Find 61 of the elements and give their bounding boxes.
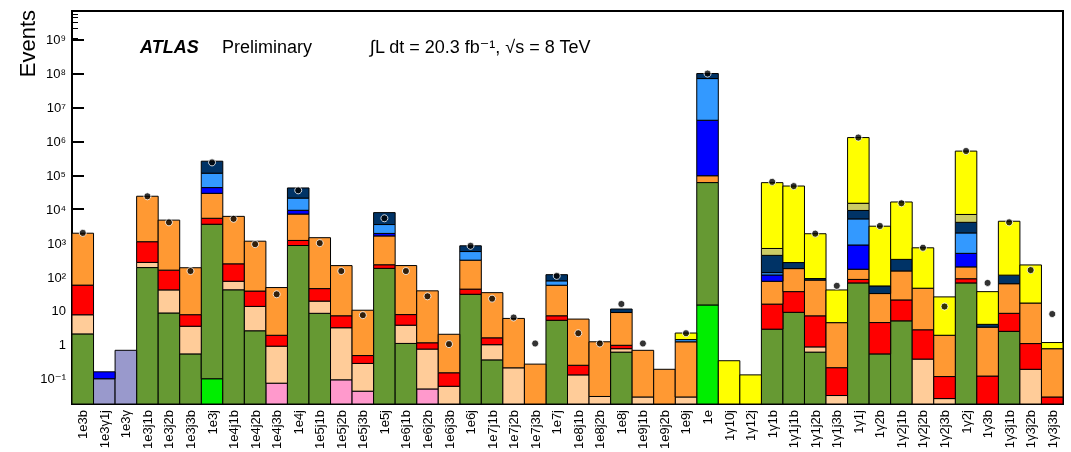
x-tick-label: 1e9j [678,409,694,435]
x-tick-label: 1γ1j3b [829,410,845,449]
x-tick-label: 1e6j1b [398,410,414,450]
x-tick-label: 1γ1j1b [786,410,802,449]
x-tick-label: 1γ3b [980,410,996,439]
x-tick-label: 1e4j2b [247,410,263,450]
annotation: ATLAS [139,37,199,57]
x-tick-label: 1e5j [376,409,392,435]
y-tick-label: 10⁷ [46,99,67,115]
y-tick-label: 10⁹ [45,32,66,48]
x-tick-label: 1e8j1b [570,410,586,450]
y-tick-label: 10² [47,269,67,285]
x-tick-label: 1γ2b [872,410,888,439]
x-tick-label: 1e7j3b [527,410,543,450]
x-tick-label: 1e3j2b [161,410,177,450]
x-tick-label: 1e5j1b [312,410,328,450]
x-tick-label: 1e6j3b [441,410,457,450]
y-tick-label: 1 [58,337,66,353]
y-tick-label: 10⁸ [46,66,66,82]
x-tick-label: 1e4j [290,409,306,435]
x-tick-label: 1γ3j2b [1023,410,1039,449]
x-tick-label: 1γ2j1b [893,410,909,449]
x-tick-label: 1e8j2b [592,410,608,450]
x-tick-label: 1e8j [613,409,629,435]
x-tick-label: 1γ2j3b [937,410,953,449]
x-tick-label: 1γ1j2b [807,410,823,449]
x-tick-label: 1γ12j [743,409,759,442]
x-tick-label: 1e6j2b [419,410,435,450]
y-tick-label: 10⁻¹ [40,371,67,387]
x-tick-label: 1e3j3b [182,410,198,450]
x-tick-label: 1γ2j [958,409,974,434]
annotation: ∫L dt = 20.3 fb⁻¹, √s = 8 TeV [368,37,591,57]
x-tick-label: 1γ1j [850,409,866,434]
x-tick-label: 1e7j1b [484,410,500,450]
x-tick-label: 1γ2j2b [915,410,931,449]
y-tick-label: 10 [51,303,66,319]
x-tick-label: 1e6j [463,409,479,435]
x-tick-label: 1e5j2b [333,410,349,450]
x-tick-label: 1e3γ [118,409,134,439]
x-tick-label: 1e3j [204,409,220,435]
x-tick-label: 1e3b [75,410,91,439]
x-tick-label: 1e3γ1j [96,409,112,449]
y-tick-label: 10⁵ [46,167,66,183]
x-tick-label: 1γ1b [764,410,780,439]
y-axis-title: Events [14,10,40,78]
x-tick-label: 1e9j2b [656,410,672,450]
x-tick-label: 1γ10j [721,409,737,442]
annotation: Preliminary [222,37,313,57]
x-tick-label: 1e [700,410,716,425]
x-tick-label: 1e3j1b [139,410,155,450]
x-tick-label: 1e7j2b [506,410,522,450]
x-tick-label: 1e4j3b [269,410,285,450]
y-tick-label: 10⁴ [45,201,66,217]
y-tick-label: 10³ [47,235,67,251]
x-tick-label: 1γ3j1b [1001,410,1017,449]
x-tick-label: 1e9j1b [635,410,651,450]
x-tick-label: 1e4j1b [226,410,242,450]
x-tick-label: 1e7j [549,409,565,435]
y-tick-label: 10⁶ [46,133,66,149]
x-tick-label: 1γ3j3b [1044,410,1060,449]
x-tick-label: 1e5j3b [355,410,371,450]
